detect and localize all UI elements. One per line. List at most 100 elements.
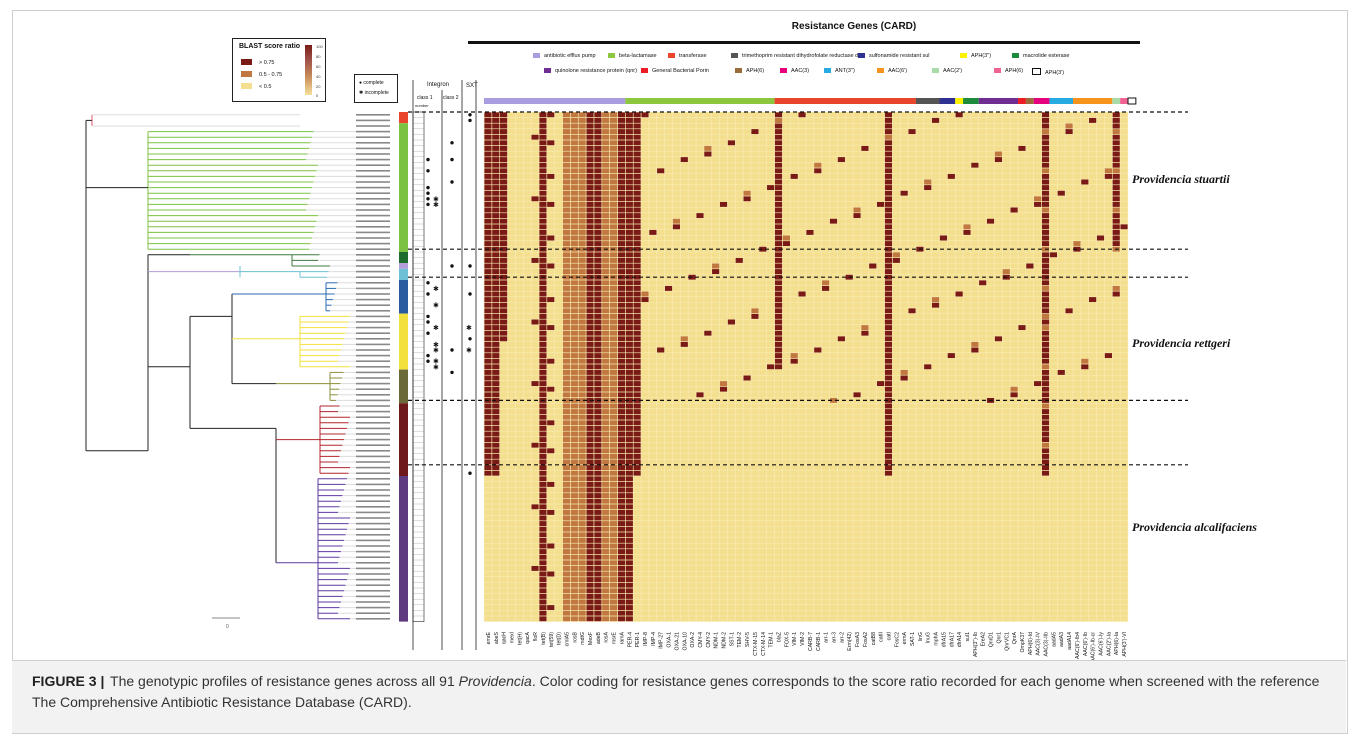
heatmap-cell xyxy=(633,151,641,157)
heatmap-cell xyxy=(602,571,610,577)
heatmap-cell xyxy=(617,269,626,275)
heatmap-cell xyxy=(578,319,586,325)
heatmap-cell xyxy=(562,353,571,359)
heatmap-cell xyxy=(1041,325,1050,331)
heatmap-cell xyxy=(539,515,547,521)
heatmap-cell xyxy=(578,515,586,521)
heatmap-cell xyxy=(500,190,508,196)
heatmap-cell xyxy=(594,403,602,409)
heatmap-cell xyxy=(484,470,492,476)
legend-swatch xyxy=(932,68,939,73)
heatmap-cell xyxy=(539,336,547,342)
heatmap-cell xyxy=(594,414,602,420)
heatmap-cell xyxy=(884,157,893,163)
heatmap-cell xyxy=(570,336,578,342)
heatmap-cell xyxy=(484,308,492,314)
heatmap-cell xyxy=(586,207,594,213)
heatmap-cell xyxy=(625,123,633,129)
isolate-label xyxy=(356,405,390,407)
heatmap-cell xyxy=(594,481,602,487)
heatmap-cell xyxy=(492,297,500,303)
scale-tick: 60 xyxy=(316,64,321,69)
heatmap-cell xyxy=(625,465,633,471)
heatmap-cell xyxy=(547,543,555,549)
gene-label: rosA xyxy=(604,631,610,642)
heatmap-cell xyxy=(492,431,500,437)
heatmap-cell xyxy=(562,112,571,118)
gene-label: rosB xyxy=(572,631,578,642)
heatmap-cell xyxy=(609,263,618,269)
heatmap-cell xyxy=(696,213,704,219)
heatmap-cell xyxy=(578,168,586,174)
heatmap-cell xyxy=(570,448,578,454)
heatmap-cell xyxy=(539,190,547,196)
isolate-label xyxy=(356,282,390,284)
heatmap-cell xyxy=(539,257,547,263)
legend-label: antibiotic efflux pump xyxy=(544,53,596,59)
category-legend-item: beta-lactamase xyxy=(608,53,657,60)
heatmap-cell xyxy=(484,319,492,325)
heatmap-cell xyxy=(774,201,783,207)
heatmap-cell xyxy=(570,375,578,381)
heatmap-cell xyxy=(562,123,571,129)
heatmap-cell xyxy=(625,392,633,398)
heatmap-cell xyxy=(594,173,602,179)
heatmap-cell xyxy=(625,246,633,252)
heatmap-cell xyxy=(562,235,571,241)
legend-swatch xyxy=(533,53,540,58)
integron-status-legend: ● complete ✱ incomplete xyxy=(354,74,398,103)
clade-strip-segment xyxy=(399,123,408,252)
heatmap-cell xyxy=(1112,213,1120,219)
gene-label: CARB-1 xyxy=(816,632,822,651)
heatmap-cell xyxy=(617,565,626,571)
heatmap-cell xyxy=(617,543,626,549)
heatmap-cell xyxy=(774,319,783,325)
heatmap-cell xyxy=(625,134,633,140)
category-bar-segment xyxy=(1127,97,1137,105)
heatmap-cell xyxy=(578,599,586,605)
number-column xyxy=(412,111,425,622)
heatmap-cell xyxy=(484,224,492,230)
heatmap-cell xyxy=(562,588,571,594)
heatmap-cell xyxy=(1041,347,1050,353)
heatmap-cell xyxy=(602,554,610,560)
heatmap-cell xyxy=(829,218,838,224)
heatmap-cell xyxy=(484,157,492,163)
heatmap-cell xyxy=(774,151,783,157)
heatmap-cell xyxy=(609,285,618,291)
heatmap-cell xyxy=(500,134,508,140)
heatmap-cell xyxy=(570,425,578,431)
heatmap-cell xyxy=(562,577,571,583)
gene-label: OXA-10 xyxy=(682,632,688,651)
heatmap-cell xyxy=(570,280,578,286)
filled-circle-icon xyxy=(426,320,430,324)
heatmap-cell xyxy=(1041,437,1050,443)
heatmap-cell xyxy=(625,571,633,577)
heatmap-cell xyxy=(625,157,633,163)
heatmap-cell xyxy=(884,297,893,303)
heatmap-cell xyxy=(617,549,626,555)
heatmap-cell xyxy=(578,442,586,448)
heatmap-cell xyxy=(492,381,500,387)
filled-circle-icon xyxy=(468,292,472,296)
heatmap-cell xyxy=(1034,201,1042,207)
heatmap-cell xyxy=(492,409,500,415)
heatmap-cell xyxy=(602,358,610,364)
heatmap-cell xyxy=(586,459,594,465)
heatmap-cell xyxy=(712,263,720,269)
heatmap-cell xyxy=(884,201,893,207)
heatmap-cell xyxy=(586,151,594,157)
heatmap-cell xyxy=(609,168,618,174)
gene-label: AAC(2')-Ia xyxy=(1106,632,1112,656)
heatmap-cell xyxy=(609,162,618,168)
heatmap-cell xyxy=(570,442,578,448)
heatmap-cell xyxy=(562,392,571,398)
integron-markers: ✱✱✱✱✱✱✱✱✱✱✱ xyxy=(426,113,472,475)
heatmap-cell xyxy=(602,605,610,611)
clade-strip-segment xyxy=(399,280,408,314)
heatmap-cell xyxy=(617,369,626,375)
heatmap-cell xyxy=(774,263,783,269)
heatmap-cell xyxy=(609,543,618,549)
heatmap-cell xyxy=(609,420,618,426)
heatmap-cell xyxy=(657,168,665,174)
